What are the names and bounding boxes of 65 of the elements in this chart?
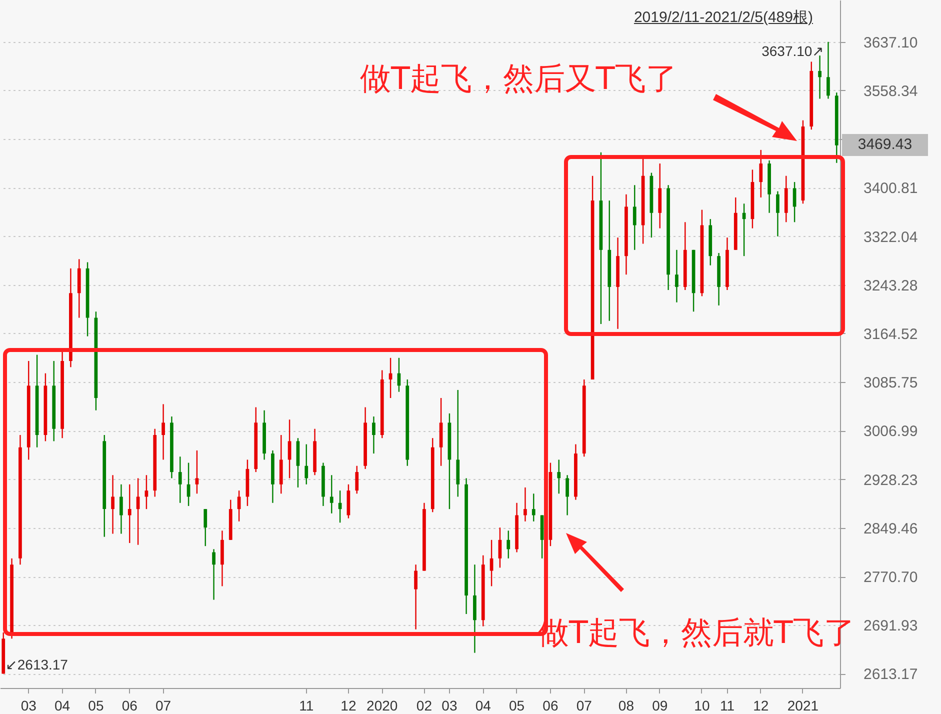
annotation: 做T起飞，然后又T飞了 bbox=[360, 60, 677, 99]
candlestick bbox=[111, 474, 114, 534]
candlestick bbox=[818, 54, 822, 100]
candlestick bbox=[524, 486, 527, 522]
x-tick-label: 05 bbox=[88, 698, 104, 714]
x-tick-label: 2020 bbox=[366, 698, 398, 714]
x-tick-label: 06 bbox=[122, 698, 138, 714]
candlestick bbox=[675, 249, 678, 303]
x-tick-label: 12 bbox=[340, 698, 356, 714]
x-tick-label: 04 bbox=[475, 698, 492, 714]
y-tick-label: 3637.10 bbox=[864, 34, 918, 52]
candlestick bbox=[195, 450, 199, 494]
y-tick-label: 3085.75 bbox=[864, 374, 918, 392]
y-tick-label: 3558.34 bbox=[864, 82, 918, 100]
candlestick bbox=[532, 493, 536, 522]
candlestick bbox=[632, 184, 636, 250]
candlestick bbox=[826, 41, 830, 100]
y-tick-label: 2770.70 bbox=[864, 569, 918, 586]
y-tick-label: 3164.52 bbox=[864, 326, 918, 343]
text: 2019/2/11-2021/2/5(489根) bbox=[634, 8, 813, 27]
x-tick-label: 08 bbox=[618, 698, 634, 714]
y-tick-label: 3006.99 bbox=[864, 423, 918, 440]
x-tick-label: 04 bbox=[54, 698, 70, 714]
y-tick-label: 2928.23 bbox=[864, 472, 918, 489]
x-tick-label: 2021 bbox=[787, 698, 819, 714]
annotation: 3637.10↗ bbox=[762, 42, 824, 59]
x-tick-label: 12 bbox=[753, 698, 769, 714]
x-tick-label: 07 bbox=[576, 698, 592, 714]
candlestick bbox=[759, 149, 763, 198]
y-tick-label: 3322.04 bbox=[864, 228, 918, 246]
candlestick bbox=[490, 539, 494, 587]
x-tick-label: 03 bbox=[442, 698, 458, 714]
x-tick-label: 03 bbox=[20, 698, 37, 714]
candlestick bbox=[162, 404, 165, 460]
candlestick bbox=[355, 465, 359, 494]
x-tick-label: 11 bbox=[299, 698, 314, 714]
candlestick bbox=[136, 478, 140, 546]
y-tick-label: 2849.46 bbox=[864, 520, 918, 538]
x-tick-label: 06 bbox=[542, 698, 558, 714]
y-tick-label: 3243.28 bbox=[864, 277, 918, 294]
candlestick bbox=[372, 416, 376, 454]
candlestick bbox=[128, 484, 132, 544]
y-tick-label: 3400.81 bbox=[864, 180, 918, 198]
x-tick-label: 10 bbox=[694, 698, 710, 714]
candlestick bbox=[212, 548, 216, 600]
candlestick bbox=[304, 444, 308, 485]
x-tick-label: 09 bbox=[652, 698, 668, 714]
candlestick bbox=[237, 490, 241, 522]
annotation: ↙2613.17 bbox=[5, 656, 68, 673]
candlestick bbox=[506, 530, 510, 560]
candlestick bbox=[204, 508, 208, 547]
candlestick bbox=[178, 456, 182, 504]
x-tick-label: 11 bbox=[720, 698, 735, 714]
x-tick-label: 05 bbox=[509, 698, 525, 714]
candlestick bbox=[566, 474, 569, 516]
candlestick bbox=[330, 474, 334, 514]
y-tick-label: 2613.17 bbox=[864, 666, 918, 684]
text: 3469.43 bbox=[842, 134, 928, 156]
x-tick-label: 02 bbox=[416, 698, 432, 714]
y-tick-label: 2691.93 bbox=[864, 618, 918, 635]
candlestick bbox=[557, 459, 561, 494]
candlestick bbox=[414, 564, 418, 630]
x-tick-label: 07 bbox=[156, 698, 172, 714]
candlestick bbox=[120, 484, 123, 534]
candlestick bbox=[776, 190, 780, 237]
